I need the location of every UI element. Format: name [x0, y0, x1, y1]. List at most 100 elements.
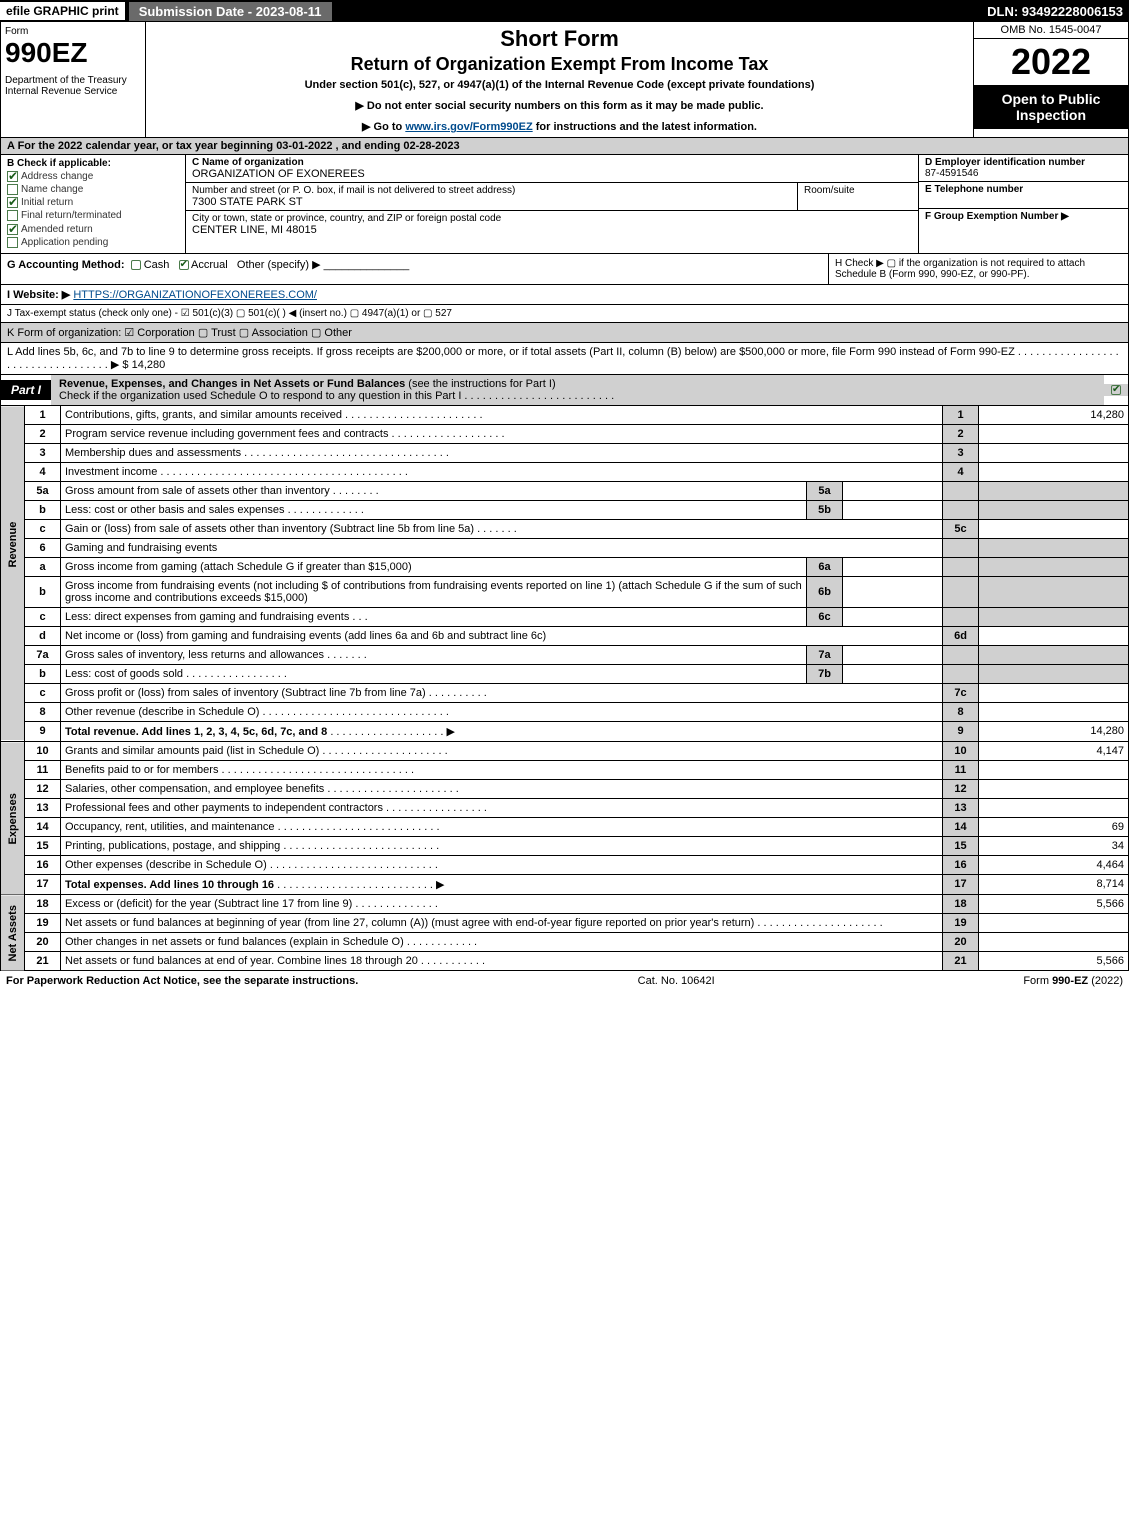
- part1-tag: Part I: [1, 380, 51, 400]
- sub-num: 7b: [807, 664, 843, 683]
- chk-cash[interactable]: [131, 260, 141, 270]
- desc-text: Gross amount from sale of assets other t…: [65, 485, 330, 497]
- street-hdr: Number and street (or P. O. box, if mail…: [192, 185, 791, 196]
- footer-catno: Cat. No. 10642I: [490, 975, 862, 987]
- footer-formref: Form 990-EZ (2022): [862, 975, 1123, 987]
- line-ref: 6d: [943, 626, 979, 645]
- line-val: 5,566: [979, 951, 1129, 970]
- line-val-grey: [979, 607, 1129, 626]
- line-ref: 1: [943, 406, 979, 425]
- line-val: 14,280: [979, 406, 1129, 425]
- part1-check[interactable]: [1104, 384, 1128, 396]
- revenue-label-cont: [1, 683, 25, 741]
- line-desc: Gaming and fundraising events: [61, 538, 943, 557]
- chk-amended-return[interactable]: Amended return: [7, 224, 179, 235]
- line-desc: Less: cost or other basis and sales expe…: [61, 500, 807, 519]
- line-ref-grey: [943, 538, 979, 557]
- desc-text: Net assets or fund balances at beginning…: [65, 917, 754, 929]
- line-val: 8,714: [979, 874, 1129, 894]
- line-ref-grey: [943, 557, 979, 576]
- chk-address-change[interactable]: Address change: [7, 171, 179, 182]
- line-num: b: [25, 500, 61, 519]
- desc-text: Total revenue. Add lines 1, 2, 3, 4, 5c,…: [65, 726, 327, 738]
- chk-accrual[interactable]: [179, 260, 189, 270]
- line-desc: Net income or (loss) from gaming and fun…: [61, 626, 943, 645]
- checkbox-icon: [7, 210, 18, 221]
- sub-val: [843, 481, 943, 500]
- line-num: b: [25, 664, 61, 683]
- chk-final-return[interactable]: Final return/terminated: [7, 210, 179, 221]
- street-row: Number and street (or P. O. box, if mail…: [186, 183, 918, 211]
- line-desc: Less: cost of goods sold . . . . . . . .…: [61, 664, 807, 683]
- line-ref: 16: [943, 855, 979, 874]
- line-val-grey: [979, 538, 1129, 557]
- desc-text: Less: cost of goods sold: [65, 668, 183, 680]
- table-row: 9 Total revenue. Add lines 1, 2, 3, 4, 5…: [1, 721, 1129, 741]
- phone-cell: E Telephone number: [919, 182, 1128, 209]
- submission-date: Submission Date - 2023-08-11: [129, 2, 332, 21]
- netassets-table: Net Assets 18 Excess or (deficit) for th…: [0, 895, 1129, 971]
- irs-link[interactable]: www.irs.gov/Form990EZ: [405, 121, 532, 133]
- line-desc: Contributions, gifts, grants, and simila…: [61, 406, 943, 425]
- line-num: a: [25, 557, 61, 576]
- goto-post: for instructions and the latest informat…: [533, 121, 757, 133]
- chk-application-pending[interactable]: Application pending: [7, 237, 179, 248]
- line-desc: Less: direct expenses from gaming and fu…: [61, 607, 807, 626]
- b-header: B Check if applicable:: [7, 158, 179, 169]
- footer-paperwork: For Paperwork Reduction Act Notice, see …: [6, 975, 490, 987]
- line-num: 12: [25, 779, 61, 798]
- line-val-grey: [979, 576, 1129, 607]
- page-footer: For Paperwork Reduction Act Notice, see …: [0, 971, 1129, 991]
- sub-num: 7a: [807, 645, 843, 664]
- chk-name-change[interactable]: Name change: [7, 184, 179, 195]
- group-exemption-cell: F Group Exemption Number ▶: [919, 209, 1128, 224]
- netassets-label: Net Assets: [1, 895, 25, 971]
- line-num: 2: [25, 424, 61, 443]
- line-num: 5a: [25, 481, 61, 500]
- part1-bar: Part I Revenue, Expenses, and Changes in…: [0, 375, 1129, 406]
- table-row: 12 Salaries, other compensation, and emp…: [1, 779, 1129, 798]
- line-desc: Professional fees and other payments to …: [61, 798, 943, 817]
- g-accounting: G Accounting Method: Cash Accrual Other …: [1, 254, 828, 284]
- line-desc: Gross income from gaming (attach Schedul…: [61, 557, 807, 576]
- line-val-grey: [979, 664, 1129, 683]
- desc-text: Contributions, gifts, grants, and simila…: [65, 409, 342, 421]
- street-cell: Number and street (or P. O. box, if mail…: [186, 183, 798, 210]
- table-row: c Less: direct expenses from gaming and …: [1, 607, 1129, 626]
- sub-val: [843, 607, 943, 626]
- line-desc: Benefits paid to or for members . . . . …: [61, 760, 943, 779]
- city-cell: City or town, state or province, country…: [186, 211, 918, 253]
- group-hdr: F Group Exemption Number ▶: [925, 211, 1122, 222]
- room-cell: Room/suite: [798, 183, 918, 210]
- header-right: OMB No. 1545-0047 2022 Open to Public In…: [973, 22, 1128, 137]
- table-row: 5a Gross amount from sale of assets othe…: [1, 481, 1129, 500]
- website-link[interactable]: HTTPS://ORGANIZATIONOFEXONEREES.COM/: [73, 289, 317, 301]
- line-desc: Membership dues and assessments . . . . …: [61, 443, 943, 462]
- line-ref: 11: [943, 760, 979, 779]
- table-row: Revenue 1 Contributions, gifts, grants, …: [1, 406, 1129, 425]
- line-desc: Excess or (deficit) for the year (Subtra…: [61, 895, 943, 914]
- header-left: Form 990EZ Department of the Treasury In…: [1, 22, 146, 137]
- org-name-hdr: C Name of organization: [192, 157, 912, 168]
- efile-label[interactable]: efile GRAPHIC print: [0, 2, 125, 20]
- g-cash: Cash: [144, 259, 170, 271]
- i-label: I Website: ▶: [7, 289, 70, 301]
- table-row: 4 Investment income . . . . . . . . . . …: [1, 462, 1129, 481]
- line-val: 34: [979, 836, 1129, 855]
- footer-r-pre: Form: [1023, 975, 1052, 987]
- desc-text: Other revenue (describe in Schedule O): [65, 706, 259, 718]
- top-bar: efile GRAPHIC print Submission Date - 20…: [0, 0, 1129, 22]
- line-val: [979, 779, 1129, 798]
- line-desc: Gain or (loss) from sale of assets other…: [61, 519, 943, 538]
- l-text: L Add lines 5b, 6c, and 7b to line 9 to …: [7, 346, 1119, 371]
- table-row: 13 Professional fees and other payments …: [1, 798, 1129, 817]
- table-row: 3 Membership dues and assessments . . . …: [1, 443, 1129, 462]
- sub-num: 6a: [807, 557, 843, 576]
- line-val: 14,280: [979, 721, 1129, 741]
- line-ref: 14: [943, 817, 979, 836]
- line-ref-grey: [943, 664, 979, 683]
- line-num: 20: [25, 932, 61, 951]
- form-header: Form 990EZ Department of the Treasury In…: [0, 22, 1129, 138]
- line-num: 15: [25, 836, 61, 855]
- chk-initial-return[interactable]: Initial return: [7, 197, 179, 208]
